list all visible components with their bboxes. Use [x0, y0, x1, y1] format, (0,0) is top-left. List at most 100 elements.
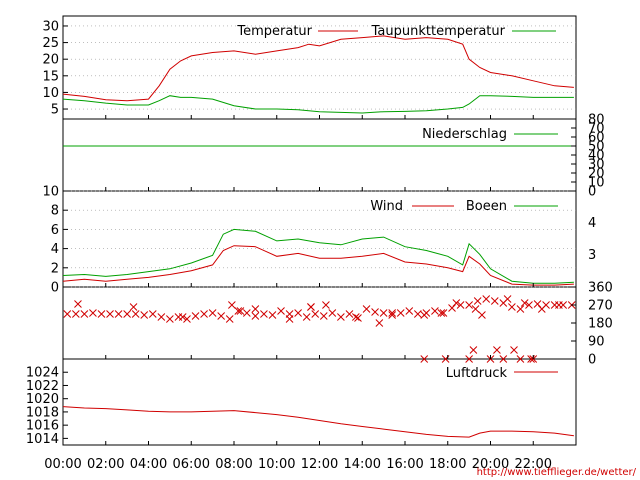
wind-direction-point: [140, 311, 149, 319]
y-tick-label: 180: [588, 317, 613, 332]
wind-direction-point: [516, 305, 525, 313]
wind-direction-point: [63, 310, 72, 318]
wind-direction-point: [302, 313, 311, 321]
y-tick-label: 30: [588, 158, 605, 173]
wind-direction-point: [482, 295, 491, 303]
wind-direction-point: [439, 309, 448, 317]
y-tick-label: 90: [588, 335, 605, 350]
legend-label-wind: Wind: [370, 199, 403, 214]
legend-label-luftdruck: Luftdruck: [446, 366, 508, 381]
wind-direction-point: [493, 346, 501, 354]
y-tick-label: 60: [588, 131, 605, 146]
wind-direction-point: [166, 315, 174, 323]
y-tick-label: 1024: [26, 366, 59, 381]
wind-direction-point: [217, 312, 226, 320]
wind-direction-point: [375, 319, 384, 327]
series-line-wind: [62, 245, 574, 286]
wind-direction-point: [388, 309, 397, 317]
wind-direction-point: [242, 309, 251, 317]
wind-direction-point: [228, 301, 236, 309]
wind-direction-point: [307, 303, 315, 311]
series-line-boeen: [62, 228, 574, 284]
y-tick-label: 360: [588, 281, 613, 296]
wind-direction-point: [516, 355, 525, 363]
y-tick-label: 0: [588, 185, 596, 200]
wind-direction-point: [533, 300, 542, 308]
y-tick-label: 30: [42, 19, 59, 34]
wind-direction-point: [328, 309, 337, 317]
x-tick-label: 22:00: [515, 457, 552, 472]
wind-direction-point: [354, 314, 362, 322]
wind-direction-point: [469, 346, 478, 354]
ticks-layer: 5101520253001020304050607080024681034090…: [26, 19, 613, 472]
wind-direction-point: [129, 303, 138, 311]
wind-direction-point: [448, 304, 456, 312]
x-tick-label: 08:00: [215, 457, 252, 472]
wind-direction-point: [420, 311, 429, 319]
wind-direction-point: [525, 301, 533, 309]
wind-direction-point: [520, 299, 529, 307]
wind-direction-point: [234, 307, 243, 315]
wind-direction-point: [431, 307, 439, 315]
x-tick-label: 18:00: [429, 457, 466, 472]
wind-direction-point: [471, 305, 480, 313]
y-tick-label: 8: [51, 204, 59, 219]
wind-direction-point: [452, 299, 461, 307]
y-tick-label: 10: [588, 176, 605, 191]
y-tick-label: 80: [588, 113, 605, 128]
x-tick-label: 02:00: [87, 457, 124, 472]
right-tick-label: 3: [588, 248, 596, 263]
wind-direction-point: [268, 311, 277, 319]
x-tick-label: 20:00: [472, 457, 509, 472]
wind-direction-point: [157, 313, 166, 321]
wind-direction-point: [405, 307, 414, 315]
wind-direction-point: [510, 346, 518, 354]
wind-direction-point: [114, 310, 123, 318]
wind-direction-point: [351, 313, 360, 321]
wind-direction-point: [379, 309, 388, 317]
wind-direction-point: [456, 301, 465, 309]
y-tick-label: 1014: [26, 432, 59, 447]
wind-direction-point: [106, 310, 114, 318]
wind-direction-point: [74, 300, 82, 308]
wind-direction-point: [478, 311, 486, 319]
series-line-taupunkttemperatur: [62, 95, 574, 114]
wind-direction-point: [311, 310, 320, 318]
y-tick-label: 4: [51, 242, 59, 257]
wind-direction-point: [260, 310, 268, 318]
y-tick-label: 5: [51, 103, 59, 118]
y-tick-label: 6: [51, 223, 59, 238]
y-tick-label: 70: [588, 122, 605, 137]
wind-direction-point: [183, 315, 191, 323]
wind-direction-point: [537, 305, 546, 313]
wind-direction-point: [490, 297, 499, 305]
wind-direction-point: [80, 310, 89, 318]
series-line-temperatur: [62, 35, 574, 102]
source-url[interactable]: http://www.tiefflieger.de/wetter/: [477, 467, 637, 478]
y-tick-label: 20: [588, 167, 605, 182]
wind-direction-point: [499, 355, 508, 363]
y-tick-label: 0: [588, 353, 596, 368]
legend-label-niederschlag: Niederschlag: [422, 127, 507, 142]
wind-direction-point: [337, 313, 345, 321]
wind-direction-point: [123, 310, 131, 318]
y-tick-label: 25: [42, 36, 59, 51]
wind-direction-point: [89, 309, 97, 317]
wind-direction-point: [71, 310, 80, 318]
wind-direction-point: [178, 313, 187, 321]
y-tick-label: 1018: [26, 405, 59, 420]
grid-layer: [63, 25, 576, 288]
y-tick-label: 15: [42, 69, 59, 84]
wind-direction-point: [388, 311, 397, 319]
wind-direction-point: [97, 310, 106, 318]
wind-direction-point: [319, 312, 328, 320]
x-tick-label: 16:00: [386, 457, 423, 472]
wind-direction-point: [420, 355, 429, 363]
wind-direction-point: [555, 301, 563, 309]
wind-direction-point: [225, 315, 234, 323]
wind-direction-point: [465, 355, 473, 363]
y-tick-label: 20: [42, 53, 59, 68]
wind-direction-point: [148, 310, 157, 318]
legend-label-taupunkttemperatur: Taupunkttemperatur: [371, 24, 506, 39]
wind-direction-point: [251, 312, 260, 320]
